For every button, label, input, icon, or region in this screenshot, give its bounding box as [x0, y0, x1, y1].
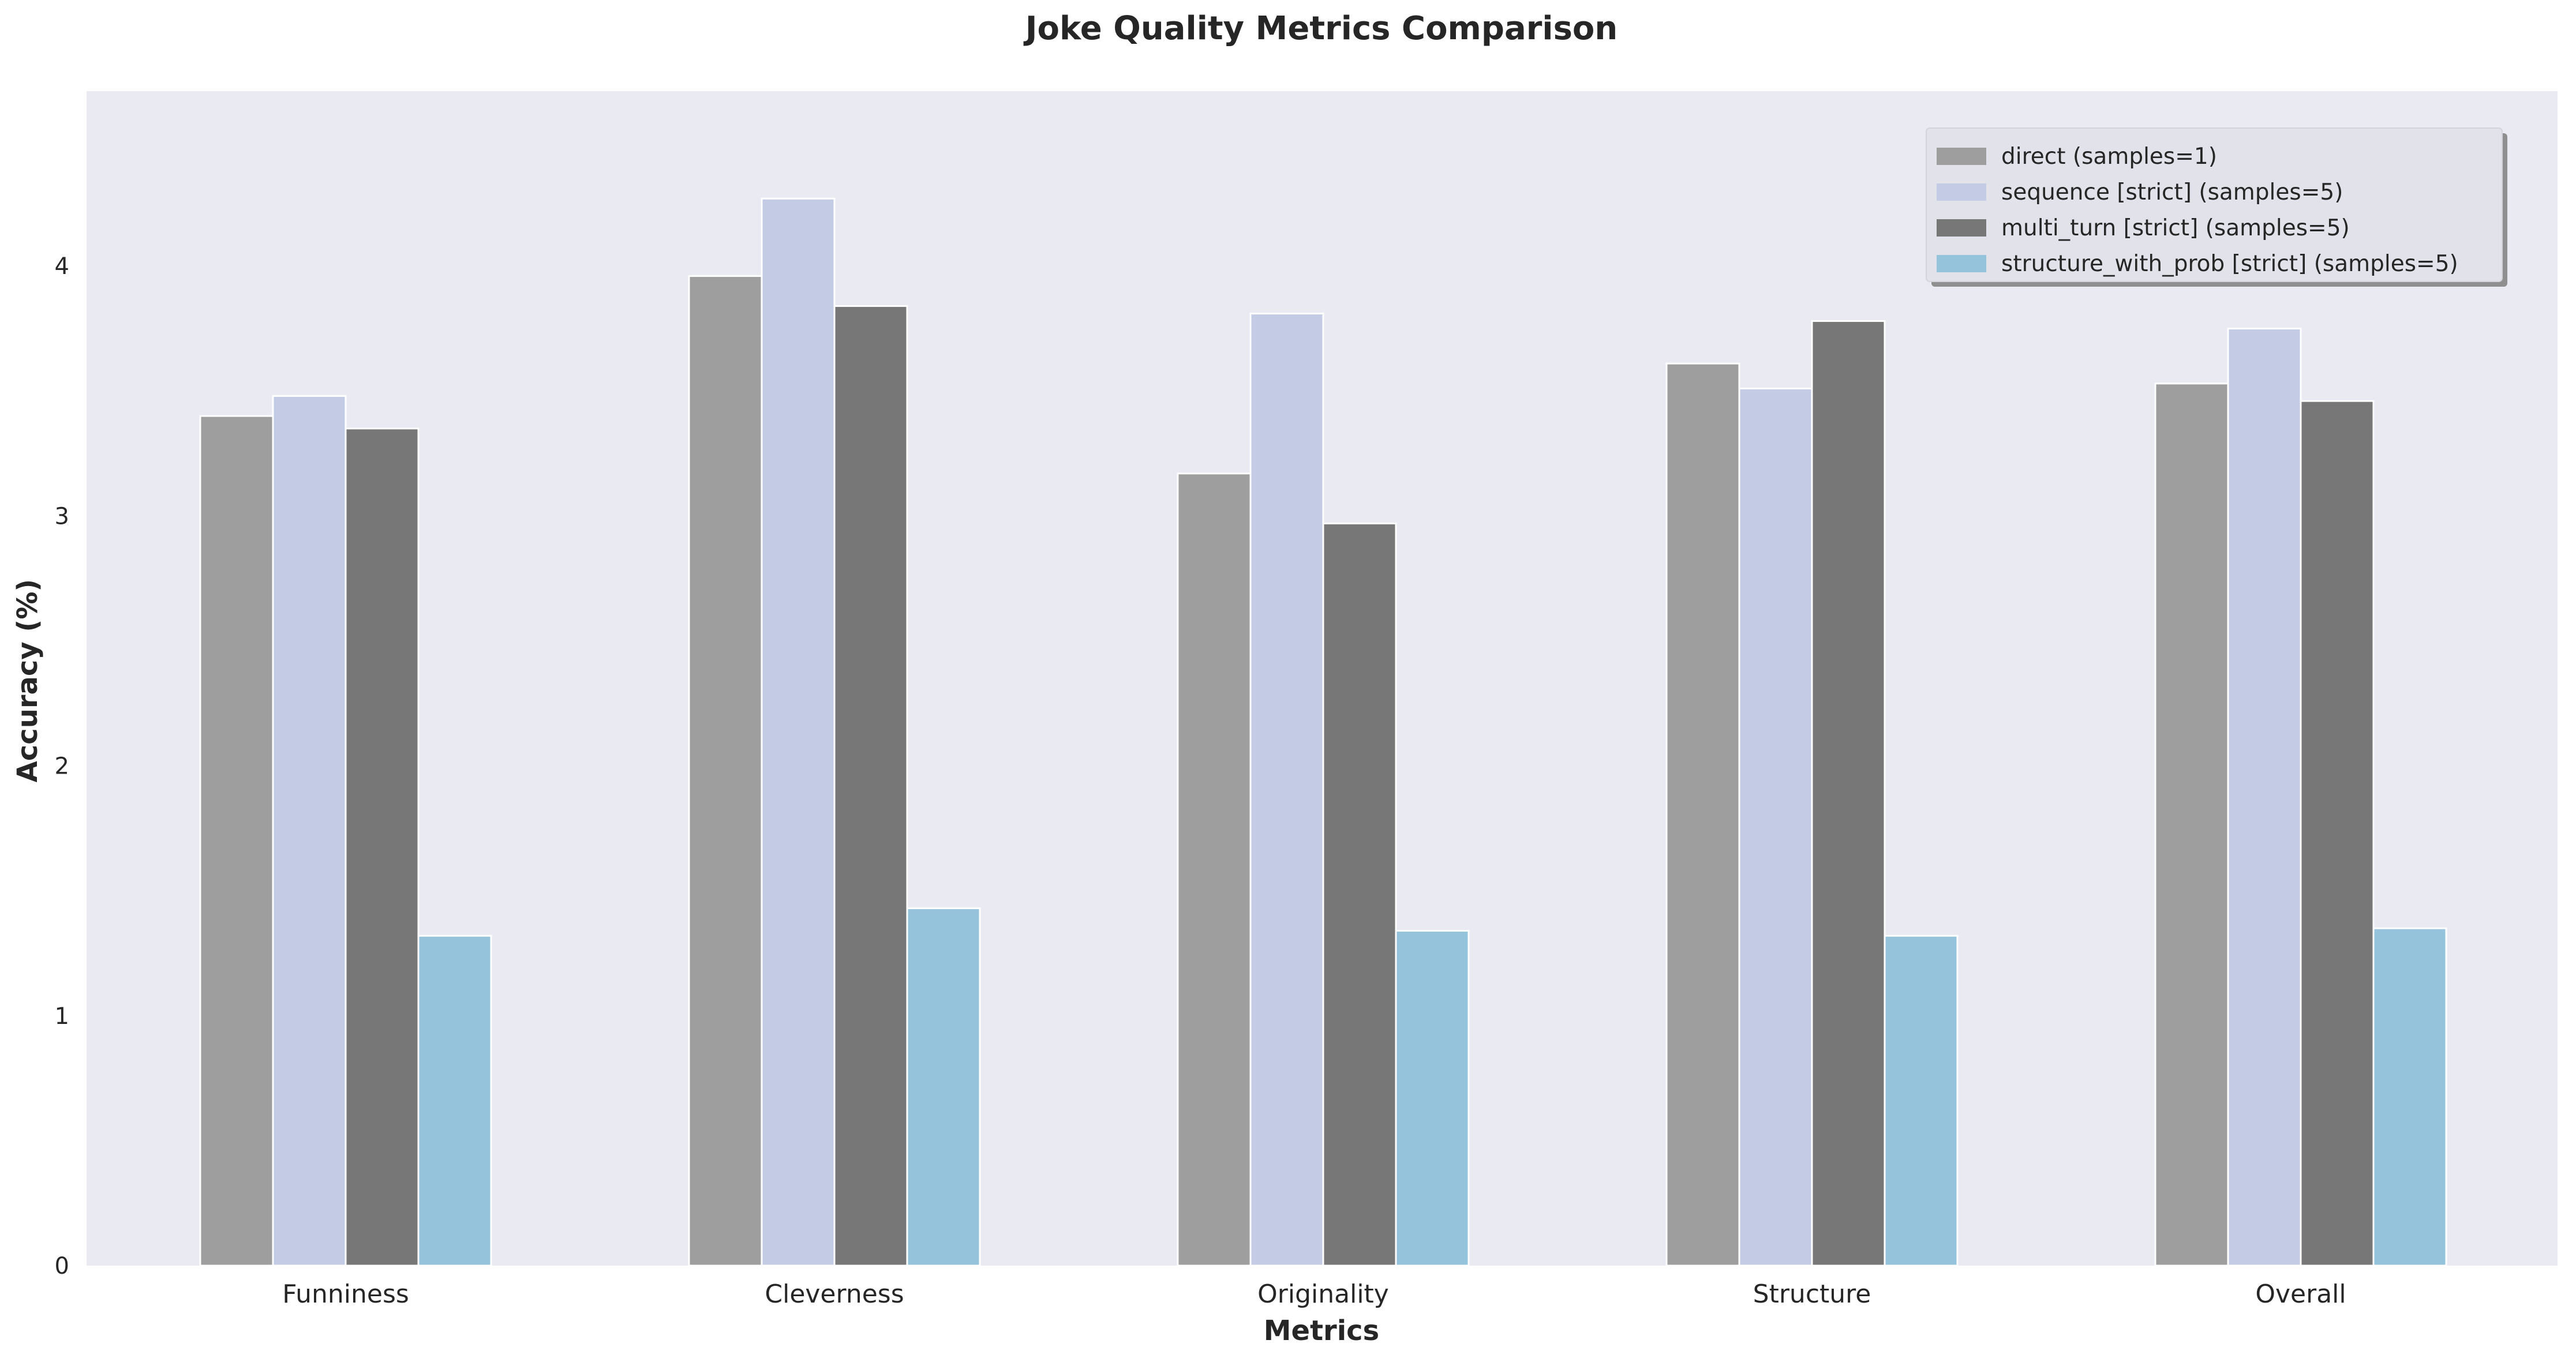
bar-originality-series-1 — [1177, 472, 1252, 1267]
x-axis-label: Metrics — [1264, 1315, 1379, 1347]
legend-box — [1926, 127, 2503, 282]
bar-structure-series-4 — [1884, 935, 1959, 1267]
x-ticks: Funniness Cleverness Originality Structure O… — [282, 1279, 2346, 1309]
legend-label: multi_turn [strict] (samples=5) — [2001, 215, 2350, 241]
bar-overall-series-4 — [2372, 927, 2447, 1267]
bar-cleverness-series-1 — [688, 275, 763, 1267]
bar-funniness-series-4 — [417, 935, 492, 1267]
bar-funniness-series-3 — [345, 427, 420, 1267]
legend-label: sequence [strict] (samples=5) — [2001, 179, 2343, 205]
bar-funniness-series-1 — [199, 415, 274, 1267]
bar-structure-series-2 — [1738, 387, 1813, 1267]
y-tick-label: 1 — [55, 1003, 69, 1030]
bar-structure-series-3 — [1811, 320, 1886, 1267]
legend-swatch — [1937, 148, 1986, 165]
bar-overall-series-2 — [2227, 328, 2302, 1267]
bar-cleverness-series-2 — [761, 197, 836, 1267]
y-tick-label: 2 — [55, 753, 69, 780]
bar-cleverness-series-4 — [906, 907, 981, 1267]
legend-label: direct (samples=1) — [2001, 144, 2217, 170]
bar-originality-series-3 — [1322, 522, 1397, 1267]
x-tick-label: Overall — [2255, 1279, 2346, 1309]
legend: direct (samples=1) sequence [strict] (sam… — [1926, 127, 2507, 287]
x-tick-label: Originality — [1257, 1279, 1389, 1309]
bars-group — [199, 197, 2447, 1267]
bar-overall-series-1 — [2154, 382, 2229, 1267]
legend-swatch — [1937, 255, 1986, 272]
y-axis-label: Accuracy (%) — [12, 579, 44, 783]
bar-structure-series-1 — [1665, 362, 1740, 1267]
bar-originality-series-4 — [1395, 930, 1470, 1267]
x-tick-label: Funniness — [282, 1279, 409, 1309]
bar-funniness-series-2 — [272, 395, 347, 1267]
legend-swatch — [1937, 183, 1986, 201]
y-tick-label: 0 — [55, 1253, 69, 1279]
legend-swatch — [1937, 219, 1986, 237]
bar-overall-series-3 — [2300, 400, 2375, 1267]
y-ticks: 0 1 2 3 4 — [55, 253, 69, 1279]
x-tick-label: Cleverness — [765, 1279, 904, 1309]
bar-originality-series-2 — [1249, 313, 1324, 1267]
y-tick-label: 4 — [55, 253, 69, 280]
chart-title: Joke Quality Metrics Comparison — [1023, 10, 1618, 47]
y-tick-label: 3 — [55, 503, 69, 530]
bar-cleverness-series-3 — [833, 305, 908, 1267]
x-tick-label: Structure — [1753, 1279, 1871, 1309]
legend-label: structure_with_prob [strict] (samples=5) — [2001, 251, 2458, 277]
